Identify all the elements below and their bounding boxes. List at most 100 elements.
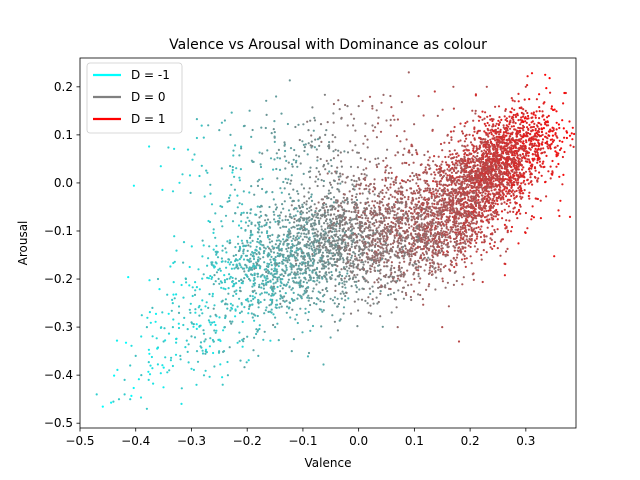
data-point xyxy=(520,116,523,119)
data-point xyxy=(496,141,499,144)
data-point xyxy=(439,270,442,273)
data-point xyxy=(494,177,497,180)
data-point xyxy=(379,251,382,254)
data-point xyxy=(446,281,449,284)
data-point xyxy=(393,271,397,274)
data-point xyxy=(286,181,289,184)
data-point xyxy=(341,230,344,233)
data-point xyxy=(509,201,512,204)
data-point xyxy=(435,234,438,237)
data-point xyxy=(357,279,360,282)
data-point xyxy=(289,182,292,185)
data-point xyxy=(418,228,421,231)
data-point xyxy=(409,295,412,299)
data-point xyxy=(377,286,380,289)
data-point xyxy=(543,165,546,168)
data-point xyxy=(446,245,449,248)
data-point xyxy=(453,125,456,129)
data-point xyxy=(316,279,319,282)
data-point xyxy=(273,218,276,221)
data-point xyxy=(546,140,549,143)
data-point xyxy=(301,203,304,206)
data-point xyxy=(407,198,410,201)
data-point xyxy=(435,183,439,186)
data-point xyxy=(428,262,432,265)
data-point xyxy=(538,135,541,138)
data-point xyxy=(411,171,414,175)
data-point xyxy=(445,178,448,181)
data-point xyxy=(526,160,529,163)
data-point xyxy=(394,225,397,228)
data-point xyxy=(493,177,496,180)
data-point xyxy=(493,168,496,171)
data-point xyxy=(455,191,458,194)
data-point xyxy=(394,176,398,179)
data-point xyxy=(237,242,240,245)
data-point xyxy=(464,122,467,125)
data-point xyxy=(518,127,521,130)
data-point xyxy=(505,202,508,205)
data-point xyxy=(406,249,409,252)
data-point xyxy=(414,232,417,236)
data-point xyxy=(494,105,497,108)
data-point xyxy=(345,262,348,265)
data-point xyxy=(326,211,329,214)
data-point xyxy=(470,172,473,175)
data-point xyxy=(531,157,534,160)
data-point xyxy=(376,269,379,272)
data-point xyxy=(386,207,389,211)
data-point xyxy=(459,248,462,251)
data-point xyxy=(306,254,309,257)
data-point xyxy=(245,266,248,269)
data-point xyxy=(537,177,540,180)
data-point xyxy=(283,295,286,298)
data-point xyxy=(441,176,444,179)
data-point xyxy=(515,138,518,141)
data-point xyxy=(530,165,534,168)
data-point xyxy=(397,255,400,258)
data-point xyxy=(426,247,429,250)
data-point xyxy=(549,91,552,94)
data-point xyxy=(349,225,352,229)
data-point xyxy=(525,121,528,124)
data-point xyxy=(383,195,386,198)
data-point xyxy=(348,274,351,278)
data-point xyxy=(335,230,338,233)
data-point xyxy=(486,198,489,201)
data-point xyxy=(350,223,353,226)
data-point xyxy=(260,214,263,217)
data-point xyxy=(377,300,380,304)
data-point xyxy=(510,132,513,135)
data-point xyxy=(339,257,342,260)
data-point xyxy=(310,245,313,248)
data-point xyxy=(491,161,494,164)
data-point xyxy=(415,189,418,192)
data-point xyxy=(371,241,374,244)
data-point xyxy=(549,145,552,148)
data-point xyxy=(488,242,492,245)
data-point xyxy=(436,190,439,193)
data-point xyxy=(561,155,565,159)
data-point xyxy=(347,260,350,263)
data-point xyxy=(377,244,380,248)
data-point xyxy=(388,197,391,200)
data-point xyxy=(545,132,548,135)
data-point xyxy=(363,244,366,248)
data-point xyxy=(389,228,392,231)
data-point xyxy=(357,177,360,180)
data-point xyxy=(442,201,445,204)
data-point xyxy=(440,247,443,250)
data-point xyxy=(528,167,531,170)
data-point xyxy=(496,174,499,178)
data-point xyxy=(497,166,500,169)
data-point xyxy=(448,212,452,215)
data-point xyxy=(222,287,225,290)
data-point xyxy=(357,226,360,229)
data-point xyxy=(301,238,304,241)
data-point xyxy=(316,216,320,219)
data-point xyxy=(383,261,386,264)
data-point xyxy=(348,210,351,213)
data-point xyxy=(513,197,516,200)
data-point xyxy=(362,263,365,266)
data-point xyxy=(397,239,400,242)
